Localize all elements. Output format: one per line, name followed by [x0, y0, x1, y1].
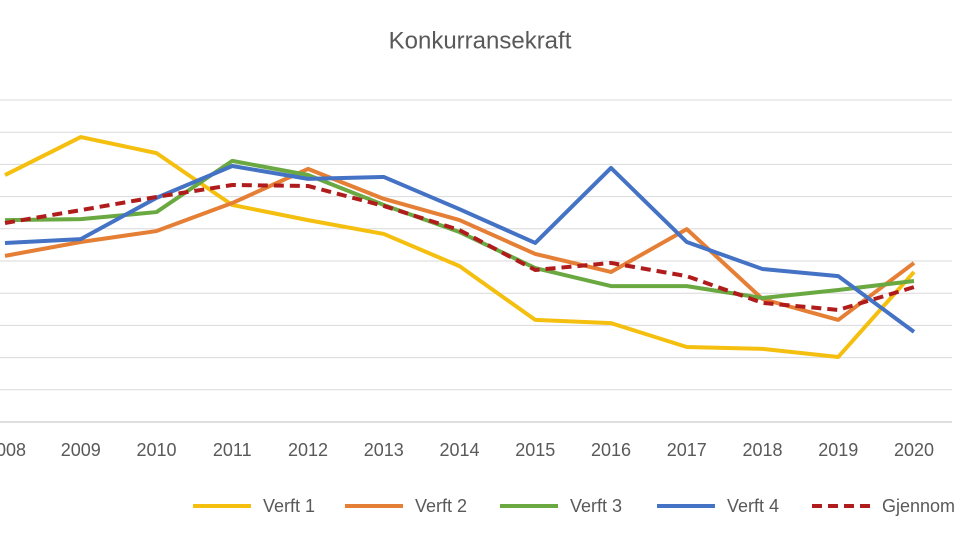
- x-tick-label: 2017: [667, 440, 707, 460]
- series-line: [4, 158, 915, 301]
- legend-label: Verft 3: [570, 496, 622, 516]
- series-line: [4, 135, 916, 359]
- legend-label: Verft 1: [263, 496, 315, 516]
- series-line: [4, 183, 915, 312]
- series-line: [4, 164, 916, 334]
- x-tick-label: 2009: [61, 440, 101, 460]
- x-tick-label: 2014: [439, 440, 479, 460]
- x-tick-label: 2019: [818, 440, 858, 460]
- x-tick-label: 2010: [136, 440, 176, 460]
- legend-label: Gjennom: [882, 496, 955, 516]
- x-tick-label: 2013: [364, 440, 404, 460]
- x-tick-label: 008: [0, 440, 26, 460]
- x-tick-label: 2018: [742, 440, 782, 460]
- legend-label: Verft 4: [727, 496, 779, 516]
- x-tick-label: 2012: [288, 440, 328, 460]
- chart-title: Konkurransekraft: [389, 27, 572, 54]
- x-tick-label: 2016: [591, 440, 631, 460]
- x-tick-label: 2015: [515, 440, 555, 460]
- x-tick-label: 2011: [213, 440, 252, 460]
- legend-label: Verft 2: [415, 496, 467, 516]
- x-tick-label: 2020: [894, 440, 934, 460]
